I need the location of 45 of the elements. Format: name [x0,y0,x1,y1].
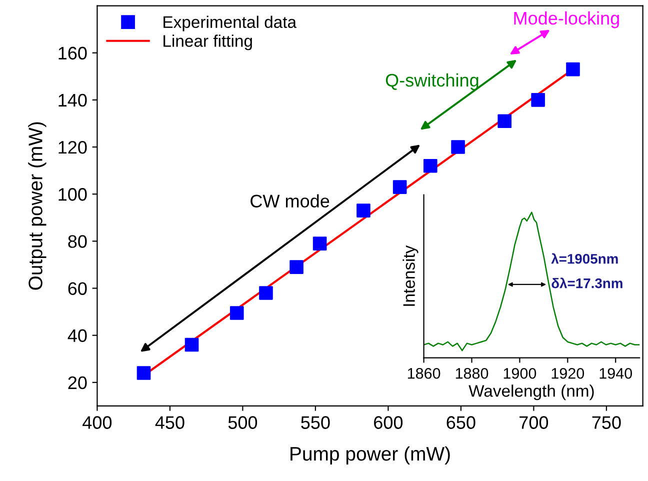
x-tick-label: 1940 [600,368,632,379]
point [531,93,545,107]
x-tick-label: 400 [82,416,112,429]
point [184,338,199,352]
x-tick-label: 1920 [552,368,584,379]
point [136,366,151,380]
point [566,62,580,76]
y-tick-label: 80 [68,235,87,248]
x-axis-title: Wavelength (nm) [468,384,594,400]
point [451,140,465,154]
point [312,236,327,250]
y-tick-label: 100 [58,188,87,201]
y-axis-title: Intensity [402,245,418,306]
point [356,204,370,218]
x-tick-label: 1860 [408,368,440,379]
x-tick-label: 650 [446,416,476,429]
x-tick-label: 1900 [504,368,536,379]
y-tick-label: 20 [68,376,87,390]
point [259,286,273,300]
point [498,114,512,128]
annotation: Mode-locking [514,11,619,28]
y-axis-title: Output power (mW) [28,122,46,290]
legend-label: Experimental data [164,16,297,32]
point [423,158,438,173]
y-tick-label: 160 [58,46,87,60]
annotation: λ=1905nm [551,253,618,264]
x-tick-label: 500 [228,416,258,429]
x-axis-title: Pump power (mW) [290,446,450,465]
point [290,260,304,274]
x-tick-label: 550 [301,416,330,429]
y-tick-label: 120 [58,140,87,154]
x-tick-label: 450 [155,416,184,429]
annotation: CW mode [250,194,330,208]
point [392,180,407,194]
x-tick-label: 700 [520,416,548,429]
legend-label: Linear fitting [164,34,252,50]
x-tick-label: 1880 [456,368,488,379]
x-tick-label: 750 [592,416,621,429]
annotation: δλ=17.3nm [552,278,622,288]
y-tick-label: 40 [68,329,87,342]
x-tick-label: 600 [374,416,403,429]
y-tick-label: 140 [58,94,87,107]
y-tick-label: 60 [68,282,87,295]
annotation: Q-switching [386,73,478,90]
point [230,306,244,320]
